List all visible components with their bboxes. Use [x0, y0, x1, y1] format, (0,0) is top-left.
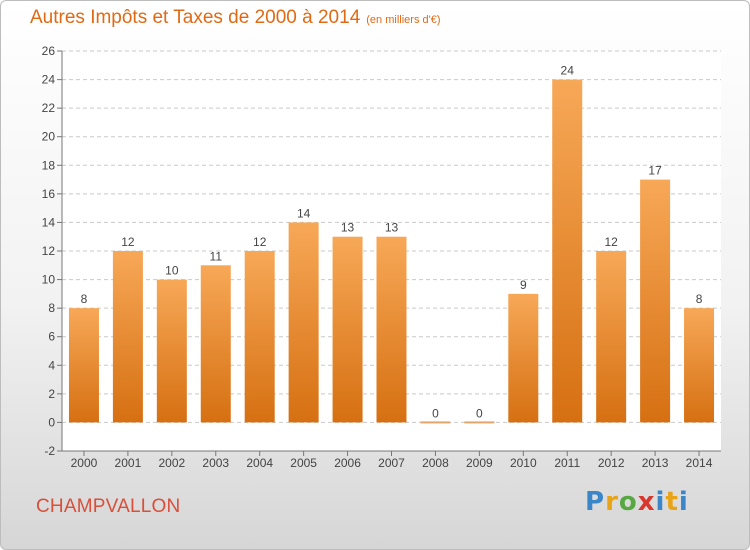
x-tick-label: 2006	[334, 456, 361, 470]
bar	[684, 308, 715, 423]
y-tick-label: 4	[48, 358, 55, 372]
x-tick-label: 2004	[246, 456, 273, 470]
y-tick-label: 10	[42, 273, 56, 287]
x-tick-label: 2011	[554, 456, 580, 470]
x-tick-label: 2012	[598, 456, 625, 470]
y-tick-label: 26	[42, 44, 56, 58]
proxiti-logo: Proxiti	[585, 487, 689, 517]
logo-letter: P	[585, 487, 606, 517]
y-tick-label: 8	[48, 301, 55, 315]
x-tick-label: 2009	[466, 456, 493, 470]
bar	[508, 293, 539, 423]
town-name: CHAMPVALLON	[36, 496, 181, 517]
logo-letter: o	[618, 487, 638, 517]
y-tick-label: 18	[42, 158, 56, 172]
y-tick-label: 6	[48, 330, 55, 344]
logo-letter: i	[655, 487, 666, 517]
data-label: 13	[385, 221, 399, 235]
x-tick-label: 2001	[115, 456, 142, 470]
data-label: 17	[648, 164, 662, 178]
logo-letter: x	[637, 487, 656, 517]
y-tick-label: 0	[48, 415, 55, 429]
x-tick-label: 2005	[290, 456, 317, 470]
bar	[332, 236, 363, 423]
bar	[420, 421, 451, 424]
data-label: 24	[561, 64, 575, 78]
y-tick-label: 2	[48, 387, 55, 401]
data-label: 14	[297, 206, 311, 220]
x-tick-label: 2014	[686, 456, 713, 470]
bar	[112, 251, 143, 423]
x-tick-label: 2002	[158, 456, 185, 470]
bar	[288, 222, 319, 423]
bar	[552, 79, 583, 423]
x-tick-label: 2013	[642, 456, 669, 470]
y-tick-label: 14	[42, 215, 56, 229]
data-label: 12	[253, 235, 267, 249]
y-tick-label: 12	[42, 244, 56, 258]
data-label: 8	[696, 292, 703, 306]
data-label: 13	[341, 221, 355, 235]
logo-letter: t	[665, 487, 679, 517]
bar	[200, 265, 231, 423]
bar	[596, 251, 627, 423]
logo-letter: r	[605, 487, 619, 517]
title-text: Autres Impôts et Taxes de 2000 à 2014	[30, 7, 361, 28]
logo-letter: i	[678, 487, 689, 517]
y-tick-label: -2	[44, 444, 55, 458]
y-tick-label: 24	[42, 73, 56, 87]
y-tick-label: 22	[42, 101, 56, 115]
bar	[244, 251, 275, 423]
y-tick-label: 20	[42, 130, 56, 144]
data-label: 0	[432, 406, 439, 420]
bar	[464, 421, 495, 424]
data-label: 9	[520, 278, 527, 292]
x-tick-label: 2000	[71, 456, 98, 470]
data-label: 11	[210, 249, 223, 263]
data-label: 8	[81, 292, 88, 306]
x-tick-label: 2007	[378, 456, 405, 470]
bar	[640, 179, 671, 423]
y-tick-label: 16	[42, 187, 56, 201]
data-label: 12	[604, 235, 618, 249]
bar	[376, 236, 407, 423]
x-tick-label: 2008	[422, 456, 449, 470]
x-tick-label: 2003	[202, 456, 229, 470]
bar	[68, 308, 99, 423]
data-label: 0	[476, 406, 483, 420]
data-label: 10	[165, 264, 179, 278]
data-label: 12	[121, 235, 135, 249]
chart-title: Autres Impôts et Taxes de 2000 à 2014 (en…	[30, 7, 441, 29]
bar	[156, 279, 187, 423]
unit-text: (en milliers d'€)	[366, 14, 441, 26]
x-tick-label: 2010	[510, 456, 537, 470]
